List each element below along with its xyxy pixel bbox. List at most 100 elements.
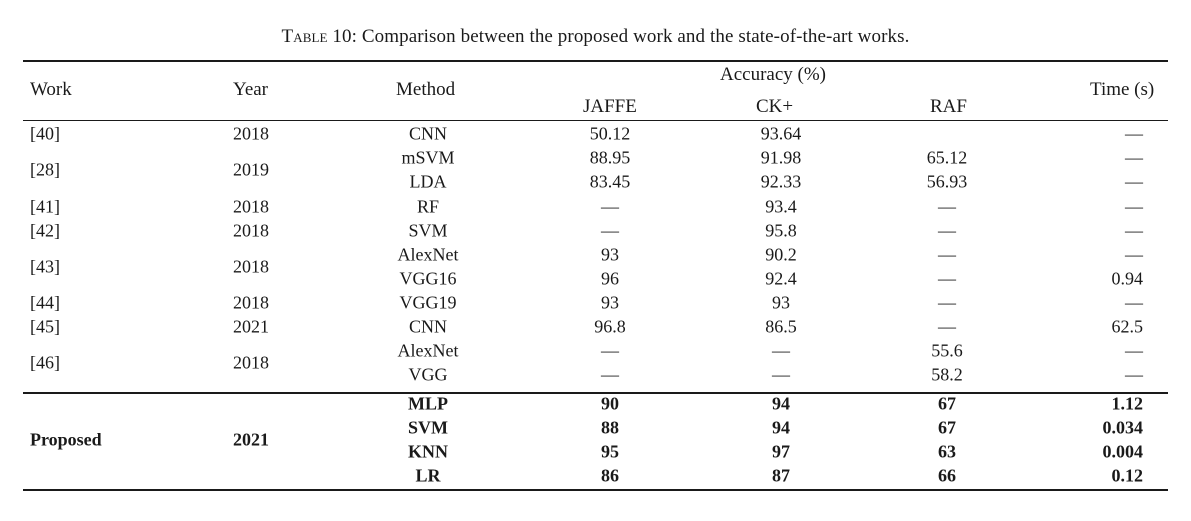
proposed-rule bbox=[23, 392, 1168, 394]
cell-ck: 86.5 bbox=[765, 316, 797, 337]
cell-method: CNN bbox=[408, 123, 448, 144]
cell-time: — bbox=[1125, 147, 1143, 168]
cell-time: 0.94 bbox=[1111, 268, 1144, 289]
cell-time: 62.5 bbox=[1111, 316, 1144, 337]
header-ck: CK+ bbox=[756, 96, 794, 117]
cell-year: 2021 bbox=[233, 429, 269, 450]
cell-raf: 58.2 bbox=[931, 364, 963, 385]
cell-jaffe: — bbox=[601, 364, 619, 385]
cell-jaffe: 96 bbox=[601, 268, 619, 289]
cell-method: mSVM bbox=[401, 147, 455, 168]
cell-jaffe: 96.8 bbox=[594, 316, 626, 337]
cell-time: — bbox=[1125, 220, 1143, 241]
cell-ck: 93.64 bbox=[760, 123, 802, 144]
cell-raf: 66 bbox=[938, 465, 956, 486]
cell-year: 2021 bbox=[233, 316, 269, 337]
header-time: Time (s) bbox=[1090, 79, 1155, 100]
cell-jaffe: 83.45 bbox=[589, 171, 631, 192]
cell-work: [44] bbox=[30, 292, 60, 313]
cell-method: MLP bbox=[408, 393, 448, 414]
cell-time: — bbox=[1125, 196, 1143, 217]
cell-ck: — bbox=[772, 340, 790, 361]
cell-year: 2018 bbox=[233, 196, 269, 217]
cell-method: VGG bbox=[408, 364, 448, 385]
cell-raf: — bbox=[938, 244, 956, 265]
cell-jaffe: — bbox=[601, 220, 619, 241]
cell-jaffe: — bbox=[601, 340, 619, 361]
cell-work: [46] bbox=[30, 352, 60, 373]
cell-ck: 92.4 bbox=[765, 268, 797, 289]
table-caption-text: : Comparison between the proposed work a… bbox=[351, 26, 910, 47]
header-accuracy: Accuracy (%) bbox=[720, 64, 827, 85]
header-year: Year bbox=[233, 79, 269, 100]
cell-raf: 67 bbox=[938, 393, 956, 414]
cell-year: 2018 bbox=[233, 292, 269, 313]
cell-time: 0.004 bbox=[1102, 441, 1144, 462]
table-caption: Table 10: Comparison between the propose… bbox=[0, 26, 1191, 48]
header-jaffe: JAFFE bbox=[583, 96, 637, 117]
cell-year: 2018 bbox=[233, 352, 269, 373]
cell-raf: 67 bbox=[938, 417, 956, 438]
cell-raf: — bbox=[938, 196, 956, 217]
cell-ck: 87 bbox=[772, 465, 790, 486]
cell-jaffe: — bbox=[601, 196, 619, 217]
cell-method: VGG19 bbox=[399, 292, 457, 313]
cell-jaffe: 95 bbox=[601, 441, 619, 462]
cell-time: 1.12 bbox=[1111, 393, 1144, 414]
top-rule bbox=[23, 60, 1168, 62]
cell-raf: 63 bbox=[938, 441, 956, 462]
cell-work: [42] bbox=[30, 220, 60, 241]
cell-jaffe: 93 bbox=[601, 244, 619, 265]
cell-year: 2018 bbox=[233, 256, 269, 277]
cell-work: [28] bbox=[30, 159, 60, 180]
cell-ck: 94 bbox=[772, 417, 790, 438]
cell-time: 0.034 bbox=[1102, 417, 1144, 438]
cell-method: SVM bbox=[408, 417, 448, 438]
cell-time: — bbox=[1125, 340, 1143, 361]
cell-raf: — bbox=[938, 268, 956, 289]
cell-jaffe: 90 bbox=[601, 393, 619, 414]
cell-method: CNN bbox=[408, 316, 448, 337]
cell-jaffe: 88 bbox=[601, 417, 619, 438]
cell-ck: 90.2 bbox=[765, 244, 797, 265]
cell-method: AlexNet bbox=[397, 340, 459, 361]
cell-work: Proposed bbox=[30, 429, 102, 450]
cell-ck: 92.33 bbox=[760, 171, 802, 192]
cell-work: [41] bbox=[30, 196, 60, 217]
cell-time: — bbox=[1125, 123, 1143, 144]
cell-jaffe: 50.12 bbox=[589, 123, 631, 144]
cell-raf: — bbox=[938, 292, 956, 313]
header-method: Method bbox=[396, 79, 456, 100]
cell-method: LR bbox=[415, 465, 441, 486]
table-label: Table 10 bbox=[281, 26, 352, 47]
cell-ck: 93 bbox=[772, 292, 790, 313]
header-rule bbox=[23, 120, 1168, 121]
cell-year: 2018 bbox=[233, 220, 269, 241]
header-work: Work bbox=[30, 79, 72, 100]
cell-raf: — bbox=[938, 316, 956, 337]
cell-jaffe: 88.95 bbox=[589, 147, 631, 168]
cell-work: [45] bbox=[30, 316, 60, 337]
header-raf: RAF bbox=[930, 96, 967, 117]
cell-jaffe: 93 bbox=[601, 292, 619, 313]
cell-work: [40] bbox=[30, 123, 60, 144]
cell-raf: 65.12 bbox=[926, 147, 968, 168]
cell-raf: — bbox=[938, 220, 956, 241]
cell-time: 0.12 bbox=[1111, 465, 1144, 486]
cell-ck: 93.4 bbox=[765, 196, 797, 217]
cell-ck: 91.98 bbox=[760, 147, 802, 168]
cell-time: — bbox=[1125, 244, 1143, 265]
cell-ck: 97 bbox=[772, 441, 790, 462]
cell-ck: 95.8 bbox=[765, 220, 797, 241]
cell-time: — bbox=[1125, 292, 1143, 313]
cell-method: LDA bbox=[409, 171, 447, 192]
cell-raf: 56.93 bbox=[926, 171, 968, 192]
cell-work: [43] bbox=[30, 256, 60, 277]
cell-method: KNN bbox=[408, 441, 448, 462]
cell-ck: 94 bbox=[772, 393, 790, 414]
cell-jaffe: 86 bbox=[601, 465, 619, 486]
cell-year: 2019 bbox=[233, 159, 269, 180]
cell-method: RF bbox=[416, 196, 440, 217]
cell-time: — bbox=[1125, 171, 1143, 192]
cell-method: VGG16 bbox=[399, 268, 457, 289]
